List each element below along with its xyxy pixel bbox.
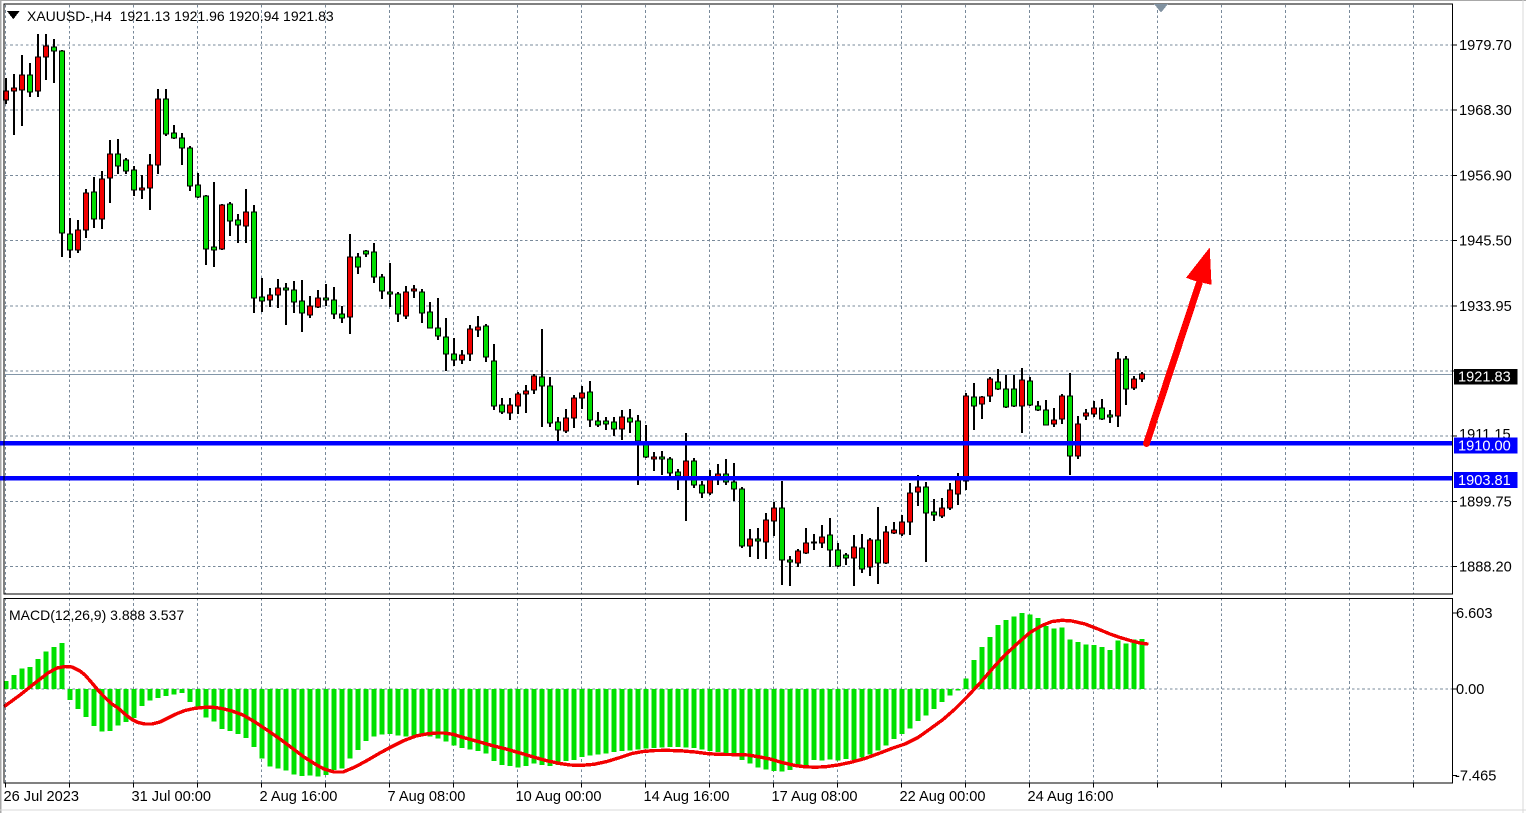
svg-text:1888.20: 1888.20 <box>1459 560 1512 576</box>
svg-text:22 Aug 00:00: 22 Aug 00:00 <box>900 789 986 805</box>
svg-text:1933.95: 1933.95 <box>1459 299 1512 315</box>
svg-text:31 Jul 00:00: 31 Jul 00:00 <box>132 789 212 805</box>
svg-text:1921.83: 1921.83 <box>1458 370 1511 386</box>
svg-text:7 Aug 08:00: 7 Aug 08:00 <box>388 789 466 805</box>
svg-text:1968.30: 1968.30 <box>1459 103 1512 119</box>
svg-text:-7.465: -7.465 <box>1455 769 1496 785</box>
svg-text:24 Aug 16:00: 24 Aug 16:00 <box>1028 789 1114 805</box>
svg-text:1979.70: 1979.70 <box>1459 38 1512 54</box>
svg-text:1945.50: 1945.50 <box>1459 234 1512 250</box>
svg-text:14 Aug 16:00: 14 Aug 16:00 <box>644 789 730 805</box>
svg-text:2 Aug 16:00: 2 Aug 16:00 <box>260 789 338 805</box>
svg-text:1899.75: 1899.75 <box>1459 494 1512 510</box>
svg-text:0.00: 0.00 <box>1456 682 1484 698</box>
svg-text:6.603: 6.603 <box>1456 606 1493 622</box>
svg-text:1956.90: 1956.90 <box>1459 168 1512 184</box>
svg-text:17 Aug 08:00: 17 Aug 08:00 <box>772 789 858 805</box>
svg-text:1910.00: 1910.00 <box>1458 439 1511 455</box>
svg-text:1903.81: 1903.81 <box>1458 473 1511 489</box>
svg-text:XAUUSD-,H4 1921.13 1921.96 19: XAUUSD-,H4 1921.13 1921.96 1920.94 1921.… <box>27 8 334 24</box>
svg-text:26 Jul 2023: 26 Jul 2023 <box>4 789 79 805</box>
svg-text:10 Aug 00:00: 10 Aug 00:00 <box>516 789 602 805</box>
svg-text:MACD(12,26,9) 3.888 3.537: MACD(12,26,9) 3.888 3.537 <box>9 607 184 623</box>
